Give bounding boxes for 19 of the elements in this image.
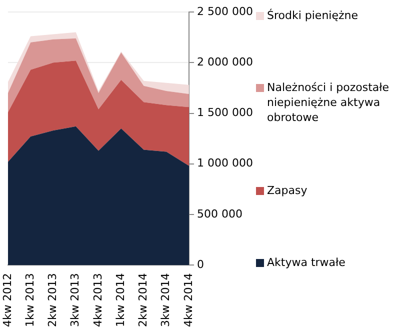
x-tick-label: 4kw 2014 (182, 273, 195, 328)
x-tick-label: 2kw 2013 (46, 273, 60, 328)
x-tick-label: 1kw 2014 (114, 273, 127, 328)
y-tick-label: 1 000 000 (197, 156, 253, 170)
x-tick-label: 3kw 2013 (68, 273, 82, 328)
y-tick-label: 2 000 000 (197, 55, 253, 68)
y-tick-label: 1 500 000 (197, 106, 253, 120)
y-tick-label: 2 500 000 (197, 4, 253, 18)
x-tick-label: 4kw 2012 (0, 273, 14, 328)
x-tick-label: 2kw 2014 (136, 273, 150, 328)
legend-label: Zapasy (267, 182, 308, 198)
x-tick-label: 1kw 2013 (23, 273, 36, 328)
y-tick-label: 500 000 (197, 207, 243, 220)
legend-label: Należności i pozostałe niepieniężne aktywa obrotowe (267, 80, 390, 126)
legend-label: Aktywa trwałe (267, 254, 346, 270)
legend-label: Środki pieniężne (267, 8, 358, 23)
x-tick-label: 3kw 2014 (159, 273, 172, 328)
y-tick-label: 0 (197, 258, 204, 272)
x-tick-label: 4kw 2013 (91, 273, 104, 328)
